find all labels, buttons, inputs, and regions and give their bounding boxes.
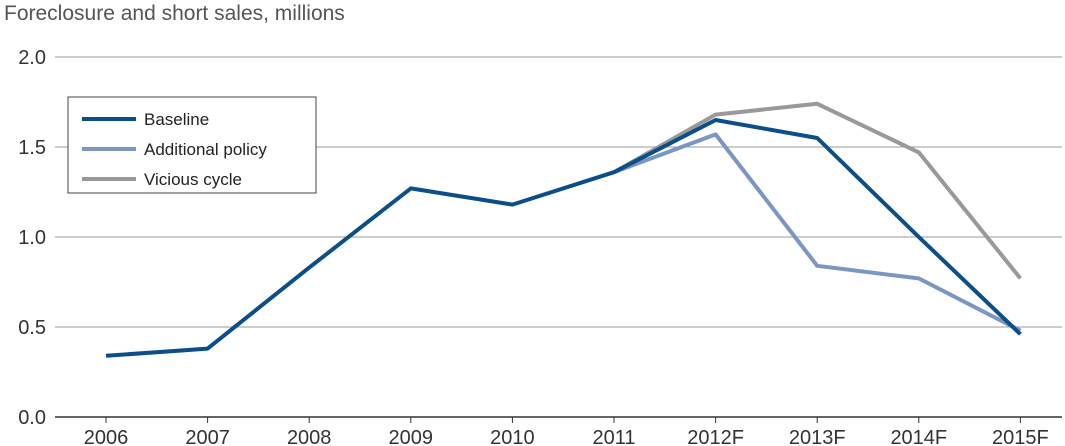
y-tick-label: 1.5 bbox=[18, 137, 46, 159]
y-axis-tick-labels: 0.0 0.5 1.0 1.5 2.0 bbox=[18, 47, 46, 429]
series-lines bbox=[105, 101, 1022, 358]
y-tick-label: 1.0 bbox=[18, 227, 46, 249]
legend-label-additional-policy: Additional policy bbox=[144, 140, 267, 159]
x-tick-label: 2015F bbox=[992, 427, 1049, 446]
series-line-baseline bbox=[105, 118, 1022, 358]
legend: Baseline Additional policy Vicious cycle bbox=[67, 96, 317, 194]
y-tick-label: 0.0 bbox=[18, 407, 46, 429]
series-line-vicious-cycle bbox=[613, 101, 1022, 280]
x-tick-label: 2009 bbox=[389, 427, 434, 446]
x-tick-label: 2007 bbox=[185, 427, 230, 446]
x-tick-label: 2012F bbox=[687, 427, 744, 446]
x-tick-label: 2014F bbox=[890, 427, 947, 446]
legend-label-baseline: Baseline bbox=[144, 110, 209, 129]
y-tick-label: 2.0 bbox=[18, 47, 46, 69]
x-tick-label: 2006 bbox=[84, 427, 129, 446]
x-tick-label: 2013F bbox=[789, 427, 846, 446]
x-tick-label: 2008 bbox=[287, 427, 332, 446]
x-tick-label: 2010 bbox=[490, 427, 535, 446]
x-tick-label: 2011 bbox=[592, 427, 635, 446]
gridlines bbox=[55, 56, 1062, 418]
y-tick-label: 0.5 bbox=[18, 317, 46, 339]
series-line-additional-policy bbox=[613, 132, 1022, 333]
legend-label-vicious-cycle: Vicious cycle bbox=[144, 170, 242, 189]
x-axis-tick-labels: 2006 2007 2008 2009 2010 2011 2012F 2013F 2014F 2… bbox=[84, 417, 1049, 446]
chart-title: Foreclosure and short sales, millions bbox=[4, 2, 345, 25]
